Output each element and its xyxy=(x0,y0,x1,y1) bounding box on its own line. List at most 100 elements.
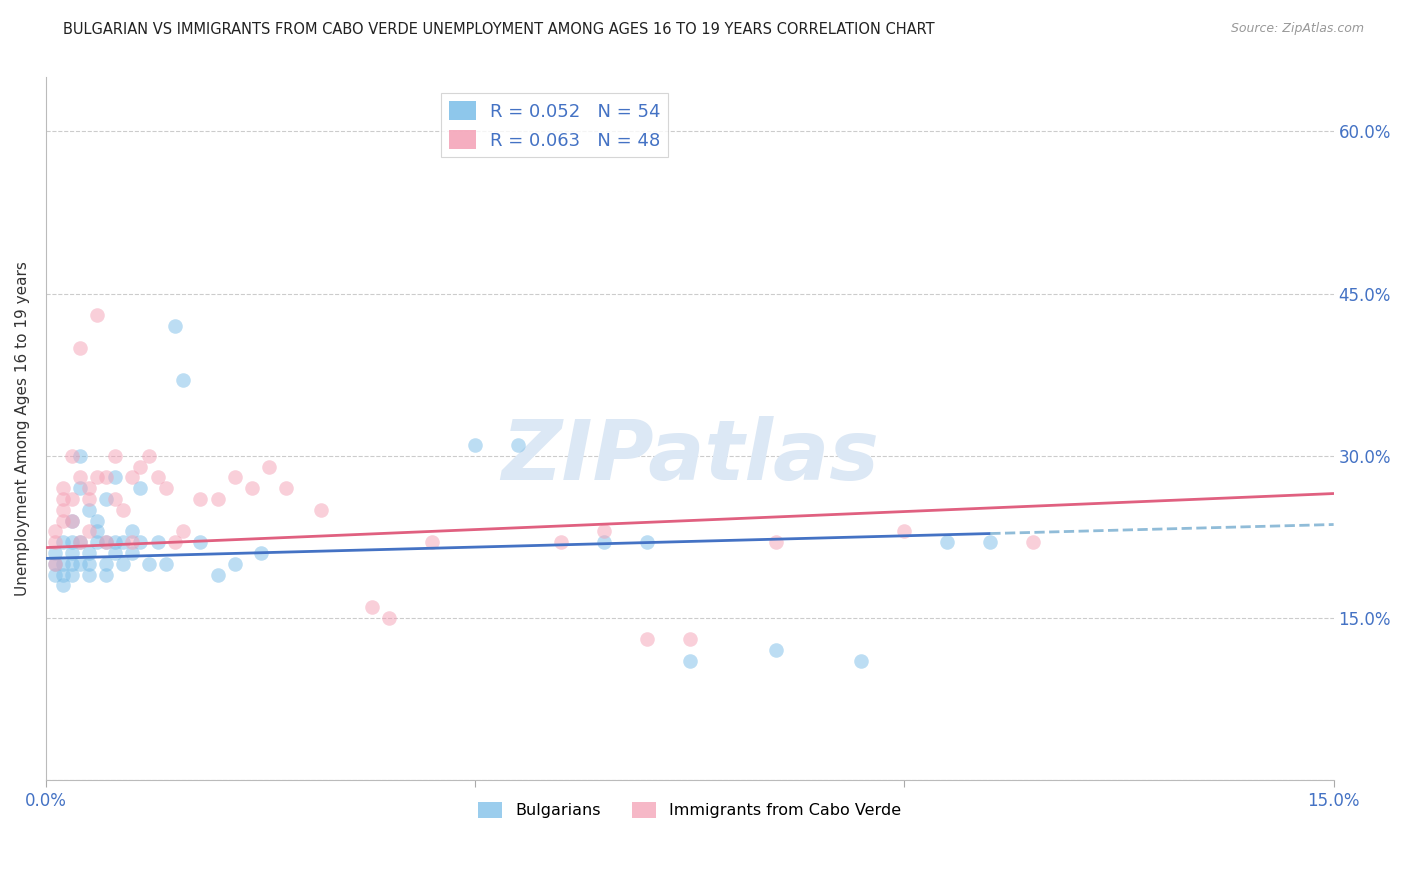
Point xyxy=(52,491,75,506)
Point xyxy=(69,470,91,484)
Point xyxy=(240,481,263,495)
Point xyxy=(94,470,117,484)
Point xyxy=(155,557,177,571)
Point xyxy=(69,535,91,549)
Point xyxy=(60,449,83,463)
Point xyxy=(112,502,135,516)
Point xyxy=(94,535,117,549)
Point xyxy=(69,481,91,495)
Point xyxy=(207,491,229,506)
Point xyxy=(936,535,959,549)
Point xyxy=(163,318,186,333)
Point xyxy=(138,557,160,571)
Point xyxy=(60,546,83,560)
Point xyxy=(94,567,117,582)
Text: Source: ZipAtlas.com: Source: ZipAtlas.com xyxy=(1230,22,1364,36)
Point xyxy=(121,470,143,484)
Y-axis label: Unemployment Among Ages 16 to 19 years: Unemployment Among Ages 16 to 19 years xyxy=(15,261,30,596)
Point xyxy=(60,567,83,582)
Point xyxy=(104,449,127,463)
Point xyxy=(69,557,91,571)
Point xyxy=(60,514,83,528)
Point xyxy=(86,308,108,322)
Point xyxy=(44,557,66,571)
Point xyxy=(77,502,100,516)
Point xyxy=(636,632,658,647)
Text: BULGARIAN VS IMMIGRANTS FROM CABO VERDE UNEMPLOYMENT AMONG AGES 16 TO 19 YEARS C: BULGARIAN VS IMMIGRANTS FROM CABO VERDE … xyxy=(63,22,935,37)
Point xyxy=(94,491,117,506)
Point xyxy=(52,567,75,582)
Point xyxy=(77,524,100,539)
Point xyxy=(52,481,75,495)
Point xyxy=(77,481,100,495)
Point xyxy=(86,535,108,549)
Point xyxy=(851,654,873,668)
Point xyxy=(104,546,127,560)
Point xyxy=(593,535,616,549)
Point xyxy=(636,535,658,549)
Point xyxy=(163,535,186,549)
Point xyxy=(60,535,83,549)
Point xyxy=(44,524,66,539)
Point xyxy=(44,535,66,549)
Point xyxy=(679,632,702,647)
Point xyxy=(121,546,143,560)
Point xyxy=(550,535,572,549)
Point xyxy=(129,481,152,495)
Legend: Bulgarians, Immigrants from Cabo Verde: Bulgarians, Immigrants from Cabo Verde xyxy=(472,796,908,825)
Point xyxy=(52,535,75,549)
Point xyxy=(378,611,401,625)
Point xyxy=(112,557,135,571)
Point xyxy=(138,449,160,463)
Point xyxy=(44,557,66,571)
Point xyxy=(112,535,135,549)
Point xyxy=(44,567,66,582)
Point xyxy=(129,535,152,549)
Point xyxy=(44,546,66,560)
Point xyxy=(52,557,75,571)
Point xyxy=(77,557,100,571)
Point xyxy=(172,373,194,387)
Point xyxy=(94,535,117,549)
Point xyxy=(52,514,75,528)
Point xyxy=(155,481,177,495)
Point xyxy=(190,535,212,549)
Point xyxy=(60,491,83,506)
Point xyxy=(190,491,212,506)
Point xyxy=(361,600,384,615)
Point xyxy=(979,535,1001,549)
Point xyxy=(69,341,91,355)
Point xyxy=(94,557,117,571)
Point xyxy=(420,535,443,549)
Point xyxy=(86,524,108,539)
Point xyxy=(60,557,83,571)
Point xyxy=(104,535,127,549)
Point xyxy=(69,535,91,549)
Point xyxy=(309,502,332,516)
Point xyxy=(121,535,143,549)
Point xyxy=(77,546,100,560)
Point xyxy=(146,535,169,549)
Point xyxy=(86,514,108,528)
Point xyxy=(69,449,91,463)
Point xyxy=(129,459,152,474)
Point xyxy=(765,535,787,549)
Point xyxy=(249,546,271,560)
Point xyxy=(52,502,75,516)
Point xyxy=(121,524,143,539)
Point xyxy=(60,514,83,528)
Point xyxy=(104,470,127,484)
Point xyxy=(104,491,127,506)
Point xyxy=(207,567,229,582)
Point xyxy=(77,567,100,582)
Point xyxy=(1022,535,1045,549)
Text: ZIPatlas: ZIPatlas xyxy=(501,417,879,498)
Point xyxy=(679,654,702,668)
Point xyxy=(257,459,280,474)
Point xyxy=(464,438,486,452)
Point xyxy=(508,438,530,452)
Point xyxy=(224,557,246,571)
Point xyxy=(146,470,169,484)
Point xyxy=(224,470,246,484)
Point xyxy=(52,578,75,592)
